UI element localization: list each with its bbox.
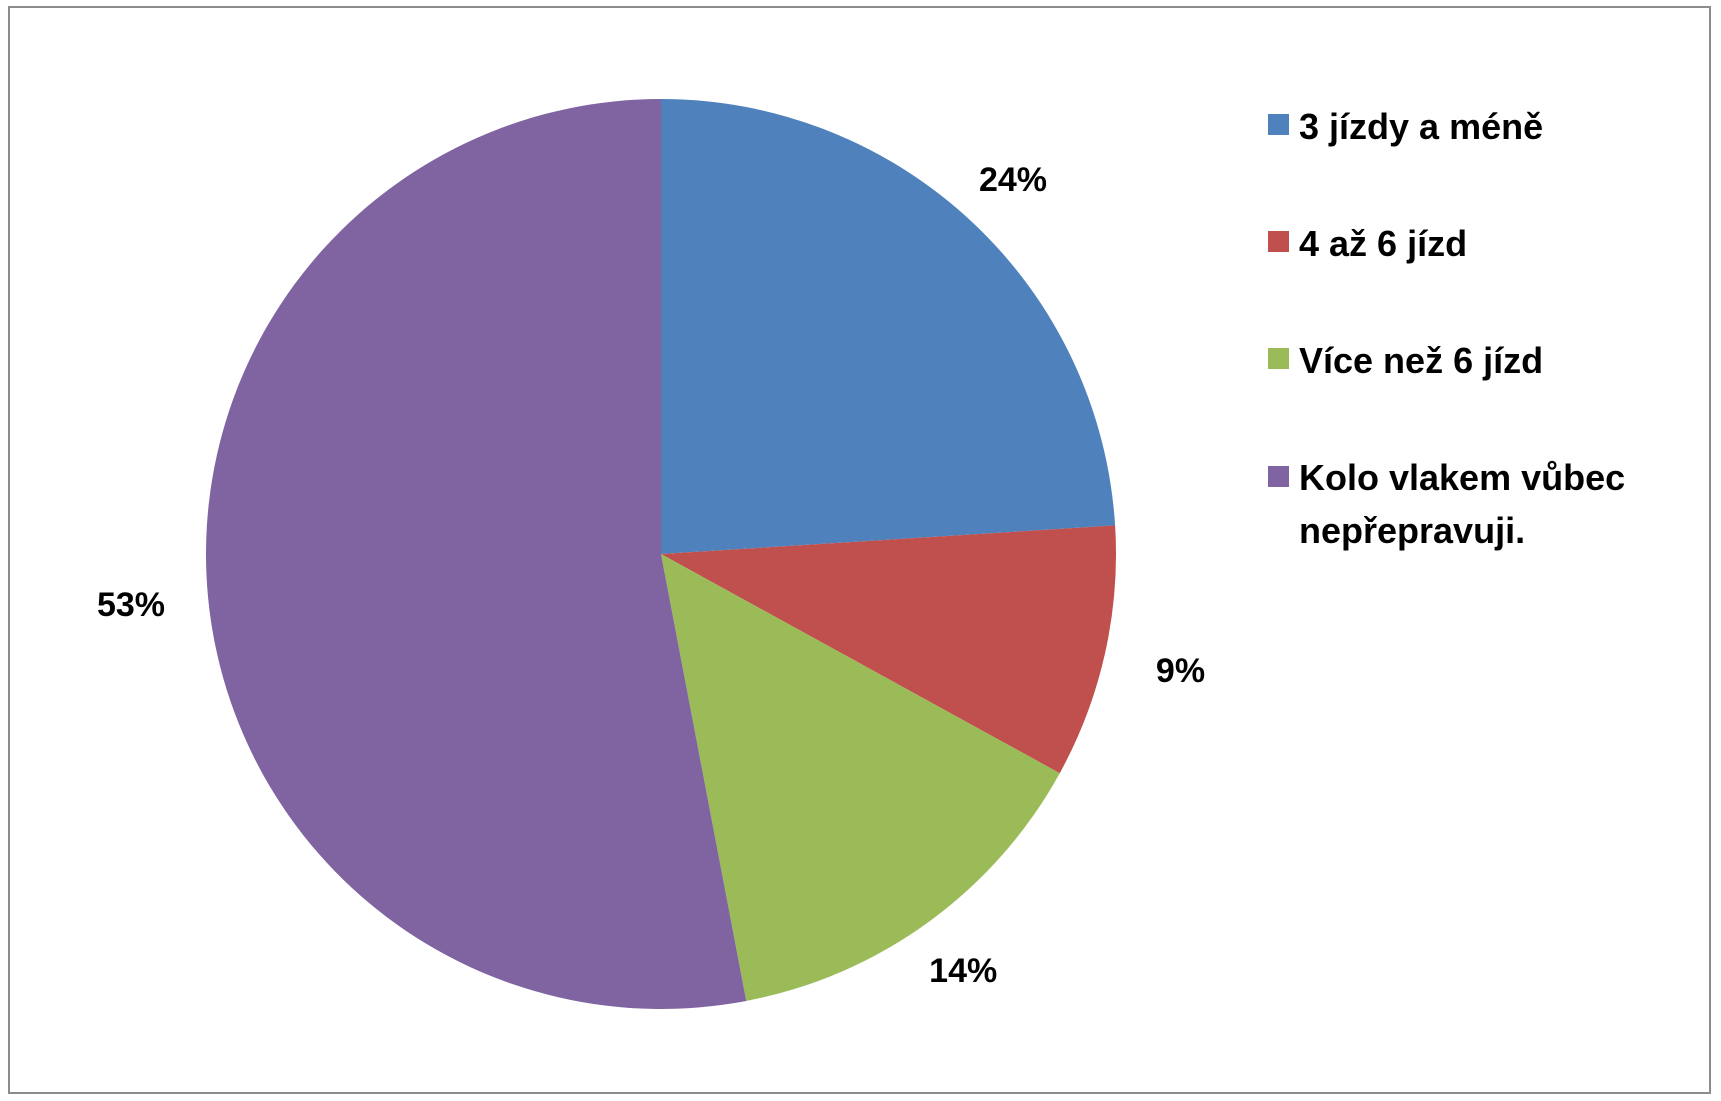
pie-slice-0	[661, 99, 1116, 554]
legend-label-1: 4 až 6 jízd	[1299, 223, 1467, 264]
data-label-0: 24%	[979, 161, 1047, 199]
legend-swatch-1	[1268, 231, 1289, 252]
data-label-3: 53%	[97, 586, 165, 624]
legend-label-3-line-1: Kolo vlakem vůbec	[1299, 457, 1625, 498]
pie-slice-3	[205, 99, 747, 1009]
data-label-1: 9%	[1156, 652, 1205, 690]
legend-item-0: 3 jízdy a méně	[1268, 106, 1543, 147]
legend-label-0: 3 jízdy a méně	[1299, 106, 1543, 147]
legend-swatch-2	[1268, 348, 1289, 369]
legend-label-3-line-2: nepřepravuji.	[1299, 510, 1525, 551]
pie-slice-2	[661, 554, 1060, 1001]
pie-slice-1	[661, 525, 1116, 774]
data-labels: 24% 9% 14% 53%	[97, 161, 1205, 990]
legend-item-2: Více než 6 jízd	[1268, 340, 1543, 381]
data-label-2: 14%	[929, 952, 997, 990]
legend-swatch-0	[1268, 114, 1289, 135]
pie-slices	[205, 99, 1116, 1009]
legend-item-1: 4 až 6 jízd	[1268, 223, 1467, 264]
legend-item-3: Kolo vlakem vůbec nepřepravuji.	[1268, 457, 1625, 551]
legend-label-2: Více než 6 jízd	[1299, 340, 1543, 381]
legend-swatch-3	[1268, 466, 1289, 487]
legend: 3 jízdy a méně 4 až 6 jízd Více než 6 jí…	[1268, 106, 1625, 551]
